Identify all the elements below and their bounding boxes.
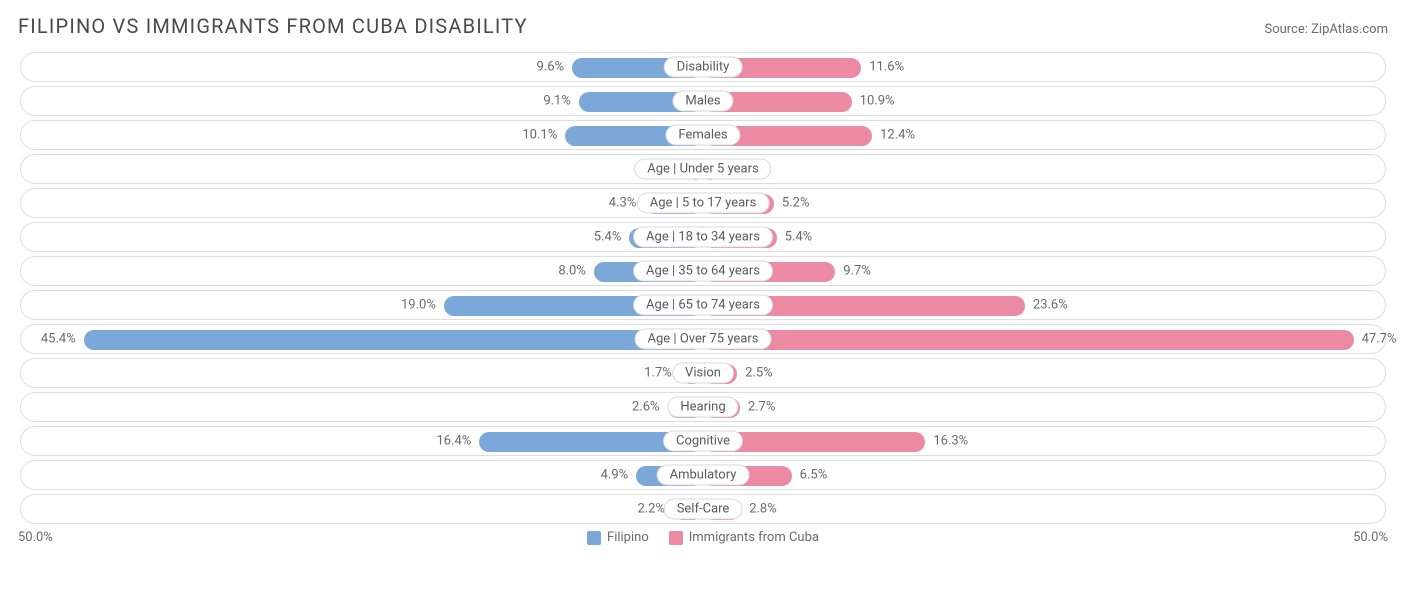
legend-swatch-left (587, 531, 601, 545)
chart-row: 1.1%1.1%Age | Under 5 years (20, 154, 1386, 184)
chart-row: 5.4% 5.4% Age | 18 to 34 years (20, 222, 1386, 252)
pct-left: 45.4% (41, 332, 76, 347)
pct-right: 47.7% (1362, 332, 1397, 347)
legend: Filipino Immigrants from Cuba (587, 530, 819, 545)
chart-row: 10.1% 12.4% Females (20, 120, 1386, 150)
chart-row: 2.6% 2.7% Hearing (20, 392, 1386, 422)
pct-left: 10.1% (522, 128, 557, 143)
category-label: Cognitive (663, 431, 743, 452)
pct-left: 8.0% (558, 264, 586, 279)
pct-left: 19.0% (401, 298, 436, 313)
legend-item-right: Immigrants from Cuba (669, 530, 819, 545)
bar-right (703, 330, 1354, 350)
pct-left: 2.2% (637, 502, 665, 517)
category-label: Hearing (667, 397, 738, 418)
category-label: Age | Over 75 years (635, 329, 772, 350)
pct-right: 2.5% (745, 366, 773, 381)
category-label: Age | 5 to 17 years (637, 193, 770, 214)
bar-left (84, 330, 703, 350)
pct-left: 5.4% (594, 230, 622, 245)
pct-left: 9.6% (537, 60, 565, 75)
category-label: Males (672, 91, 733, 112)
pct-right: 2.8% (749, 502, 777, 517)
chart-row: 2.2% 2.8% Self-Care (20, 494, 1386, 524)
pct-right: 11.6% (869, 60, 904, 75)
chart-row: 45.4%47.7%Age | Over 75 years (20, 324, 1386, 354)
chart-footer: 50.0% Filipino Immigrants from Cuba 50.0… (18, 530, 1388, 545)
legend-swatch-right (669, 531, 683, 545)
chart-row: 16.4% 16.3% Cognitive (20, 426, 1386, 456)
pct-left: 9.1% (543, 94, 571, 109)
diverging-bar-chart: 9.6% 11.6% Disability 9.1% 10.9% Males 10.1% 12… (18, 52, 1388, 524)
pct-right: 23.6% (1033, 298, 1068, 313)
chart-row: 4.3% 5.2% Age | 5 to 17 years (20, 188, 1386, 218)
pct-right: 12.4% (880, 128, 915, 143)
pct-left: 2.6% (632, 400, 660, 415)
legend-label-right: Immigrants from Cuba (689, 530, 819, 545)
pct-left: 1.7% (644, 366, 672, 381)
legend-item-left: Filipino (587, 530, 649, 545)
category-label: Vision (672, 363, 734, 384)
chart-row: 1.7% 2.5% Vision (20, 358, 1386, 388)
pct-right: 6.5% (800, 468, 828, 483)
category-label: Age | 35 to 64 years (633, 261, 773, 282)
pct-left: 4.9% (601, 468, 629, 483)
pct-left: 16.4% (436, 434, 471, 449)
axis-left-max: 50.0% (18, 530, 53, 545)
legend-label-left: Filipino (607, 530, 649, 545)
pct-right: 9.7% (843, 264, 871, 279)
chart-row: 4.9% 6.5% Ambulatory (20, 460, 1386, 490)
category-label: Ambulatory (657, 465, 750, 486)
pct-right: 5.2% (782, 196, 810, 211)
chart-title: FILIPINO VS IMMIGRANTS FROM CUBA DISABIL… (18, 14, 528, 38)
pct-left: 4.3% (609, 196, 637, 211)
chart-header: FILIPINO VS IMMIGRANTS FROM CUBA DISABIL… (18, 14, 1388, 38)
category-label: Age | 65 to 74 years (633, 295, 773, 316)
axis-right-max: 50.0% (1353, 530, 1388, 545)
pct-right: 5.4% (785, 230, 813, 245)
pct-right: 16.3% (933, 434, 968, 449)
chart-row: 19.0% 23.6% Age | 65 to 74 years (20, 290, 1386, 320)
pct-right: 2.7% (748, 400, 776, 415)
category-label: Self-Care (664, 499, 743, 520)
category-label: Disability (664, 57, 743, 78)
chart-row: 9.6% 11.6% Disability (20, 52, 1386, 82)
chart-source: Source: ZipAtlas.com (1264, 22, 1388, 37)
chart-row: 9.1% 10.9% Males (20, 86, 1386, 116)
pct-right: 10.9% (860, 94, 895, 109)
category-label: Age | Under 5 years (634, 159, 771, 180)
chart-row: 8.0% 9.7% Age | 35 to 64 years (20, 256, 1386, 286)
category-label: Age | 18 to 34 years (633, 227, 773, 248)
category-label: Females (665, 125, 740, 146)
